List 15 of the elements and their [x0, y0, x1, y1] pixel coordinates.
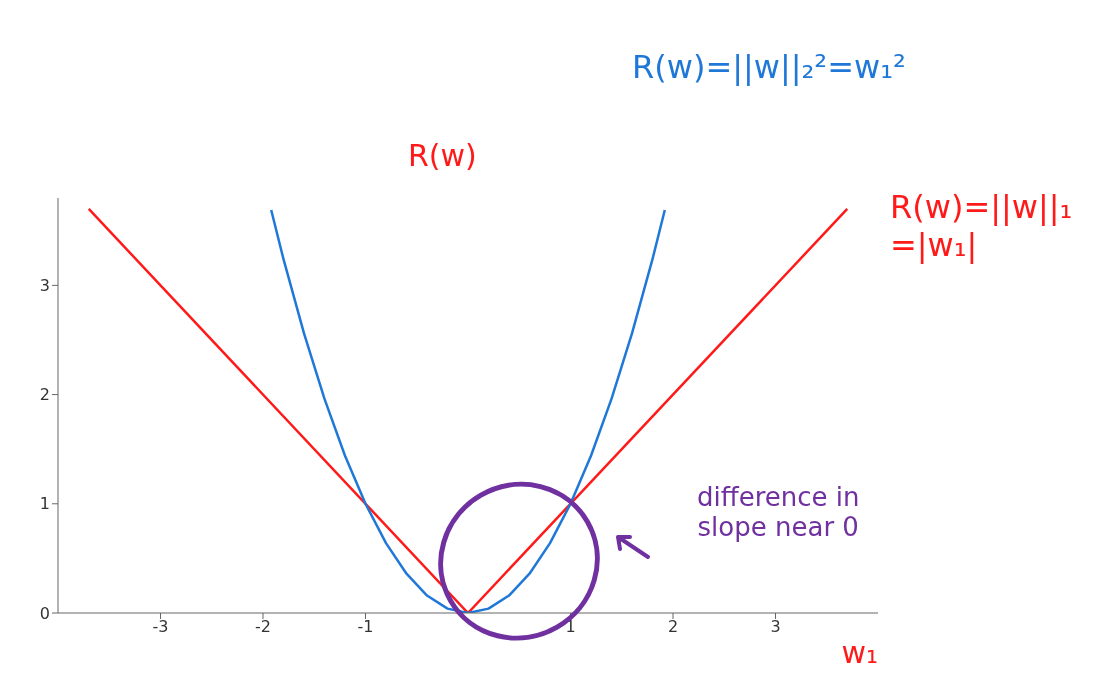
- line-series: [269, 208, 667, 613]
- text: R(w)=||w||₂²=w₁²: [632, 48, 906, 86]
- y-tick-label: 0: [39, 603, 50, 623]
- annotation: difference in slope near 0: [696, 481, 861, 542]
- x-axis-title: w₁: [841, 635, 878, 670]
- y-axis-title: R(w): [408, 138, 477, 173]
- x-tick-label: -1: [357, 617, 374, 637]
- y-tick-label: 1: [39, 494, 50, 514]
- x-tick-label: -3: [152, 617, 169, 637]
- series-label: R(w)=||w||₁ =|w₁|: [890, 188, 1074, 264]
- x-tick-label: -2: [255, 617, 271, 637]
- y-tick-label: 3: [39, 276, 50, 296]
- x-tick-label: 3: [770, 617, 781, 637]
- x-tick-label: 2: [667, 617, 679, 637]
- y-tick-label: 2: [39, 385, 50, 405]
